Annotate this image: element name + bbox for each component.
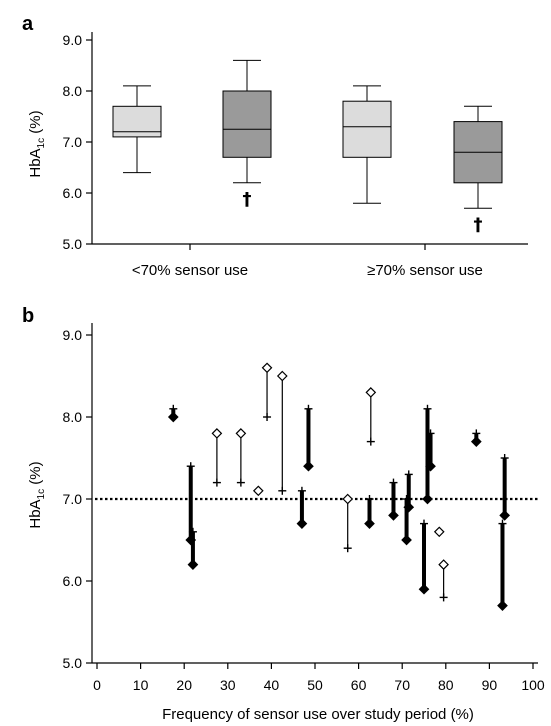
panel-b-x-tick-label: 0 [93, 677, 101, 693]
panel-a-y-axis-label: HbA1c (%) [27, 110, 47, 177]
panel-b-pairs [167, 362, 511, 611]
end-diamond [187, 559, 199, 570]
panel-b-x-tick-label: 20 [176, 677, 192, 693]
end-diamond [303, 460, 314, 472]
panel-b-x-tick-label: 100 [521, 677, 545, 693]
paired-change [235, 428, 247, 487]
paired-change [403, 470, 415, 513]
end-diamond [342, 493, 354, 505]
paired-change [425, 429, 436, 472]
end-diamond [276, 370, 288, 382]
end-diamond [401, 534, 412, 546]
panel-b-x-tick-label: 80 [438, 677, 454, 693]
panel-a-letter: a [22, 13, 34, 35]
panel-b-x-tick-label: 50 [307, 677, 323, 693]
end-diamond [497, 600, 508, 611]
end-diamond [261, 362, 273, 374]
paired-change [433, 526, 445, 538]
panel-a-boxes: †† [112, 59, 503, 235]
panel-a-x-tick-label: <70% sensor use [132, 262, 248, 279]
end-diamond [403, 501, 415, 513]
dagger-marker: † [243, 189, 252, 210]
paired-change [167, 404, 179, 423]
paired-change [422, 404, 433, 505]
paired-change [342, 493, 354, 553]
end-diamond [252, 485, 264, 497]
box-iqr [112, 105, 162, 138]
end-diamond [364, 518, 375, 529]
paired-change [365, 387, 377, 446]
paired-change [438, 559, 449, 602]
end-diamond [438, 559, 449, 570]
box-iqr [222, 90, 272, 158]
panel-a-x-tick-label: ≥70% sensor use [367, 262, 483, 279]
end-diamond [167, 411, 179, 423]
panel-b: b HbA1c (%) 5.0 6.0 7.0 8.0 9.0 0 10 20 30 40 50 6… [22, 305, 545, 723]
end-diamond [433, 526, 445, 538]
panel-b-x-tick-label: 40 [264, 677, 280, 693]
paired-change [261, 362, 273, 421]
panel-b-x-tick-label: 60 [351, 677, 367, 693]
panel-b-x-tick-label: 10 [133, 677, 149, 693]
panel-a-y-tick-label: 7.0 [63, 134, 83, 150]
box-plot: † [453, 105, 503, 235]
panel-b-y-tick-label: 9.0 [63, 327, 83, 343]
end-diamond [422, 493, 433, 505]
paired-change [296, 486, 308, 529]
panel-b-y-axis-label: HbA1c (%) [27, 461, 47, 528]
panel-b-letter: b [22, 305, 34, 327]
paired-change [187, 527, 199, 570]
panel-b-y-tick-label: 6.0 [63, 573, 83, 589]
end-diamond [235, 428, 247, 439]
end-diamond [388, 510, 399, 521]
end-diamond [296, 518, 308, 529]
paired-change [388, 478, 399, 521]
box-plot [342, 85, 392, 204]
panel-b-y-tick-label: 5.0 [63, 655, 83, 671]
panel-b-x-tick-label: 90 [482, 677, 498, 693]
paired-change [252, 485, 264, 497]
box-plot: † [222, 59, 272, 210]
panel-b-x-tick-label: 70 [394, 677, 410, 693]
end-diamond [499, 510, 511, 521]
panel-b-y-ticks: 5.0 6.0 7.0 8.0 9.0 [63, 327, 92, 671]
panel-b-x-ticks: 0 10 20 30 40 50 60 70 80 90 100 [93, 663, 545, 693]
panel-b-x-tick-label: 30 [220, 677, 236, 693]
panel-a-y-tick-label: 8.0 [63, 83, 83, 99]
panel-b-y-tick-label: 8.0 [63, 409, 83, 425]
box-iqr [342, 100, 392, 158]
end-diamond [425, 460, 436, 472]
panel-a-y-tick-label: 6.0 [63, 185, 83, 201]
panel-a-y-tick-label: 5.0 [63, 236, 83, 252]
panel-b-x-axis-label: Frequency of sensor use over study perio… [162, 706, 474, 723]
panel-b-y-tick-label: 7.0 [63, 491, 83, 507]
paired-change [276, 370, 288, 495]
paired-change [303, 404, 314, 472]
paired-change [499, 454, 511, 521]
dagger-marker: † [474, 214, 483, 235]
box-plot [112, 85, 162, 174]
end-diamond [470, 436, 482, 447]
paired-change [497, 519, 508, 611]
panel-a-x-ticks: <70% sensor use ≥70% sensor use [132, 244, 483, 279]
paired-change [211, 428, 223, 487]
end-diamond [365, 387, 377, 398]
end-diamond [211, 428, 223, 439]
panel-a-y-ticks: 5.0 6.0 7.0 8.0 9.0 [63, 32, 92, 252]
panel-a-y-tick-label: 9.0 [63, 32, 83, 48]
paired-change [470, 429, 482, 447]
paired-change [418, 519, 430, 595]
panel-a: a HbA1c (%) 5.0 6.0 7.0 8.0 9.0 <70% sensor … [22, 13, 528, 279]
end-diamond [418, 583, 430, 595]
paired-change [364, 495, 375, 529]
